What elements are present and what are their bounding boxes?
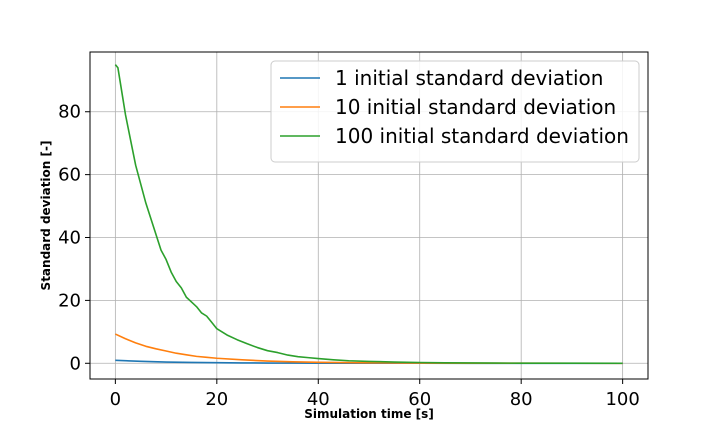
y-tick-label: 60 (58, 165, 81, 186)
series-line-2 (115, 333, 623, 365)
y-tick-label: 20 (58, 290, 81, 311)
x-tick-label: 40 (307, 389, 330, 410)
plot-area-frame (89, 51, 649, 380)
y-tick-label: 40 (58, 228, 81, 249)
legend: 1 initial standard deviation 10 initial s… (270, 60, 640, 163)
x-tick-label: 100 (605, 389, 639, 410)
legend-label-3: 100 initial standard deviation (335, 124, 629, 148)
y-tick-label: 80 (58, 102, 81, 123)
legend-box (270, 60, 640, 163)
series-line-3 (114, 64, 623, 365)
x-tick-label: 20 (205, 389, 228, 410)
x-tick-label: 60 (408, 389, 431, 410)
legend-label-2: 10 initial standard deviation (335, 95, 616, 119)
y-axis-title: Standard deviation [-] (39, 141, 53, 291)
x-tick-label: 80 (510, 389, 533, 410)
series-lines (114, 64, 623, 365)
axis-ticks: 0 20 40 60 80 100 0 20 40 60 80 (58, 102, 640, 410)
y-tick-label: 0 (70, 353, 81, 374)
x-tick-label: 0 (110, 389, 121, 410)
legend-label-1: 1 initial standard deviation (335, 66, 603, 90)
x-axis-title: Simulation time [s] (304, 407, 434, 421)
